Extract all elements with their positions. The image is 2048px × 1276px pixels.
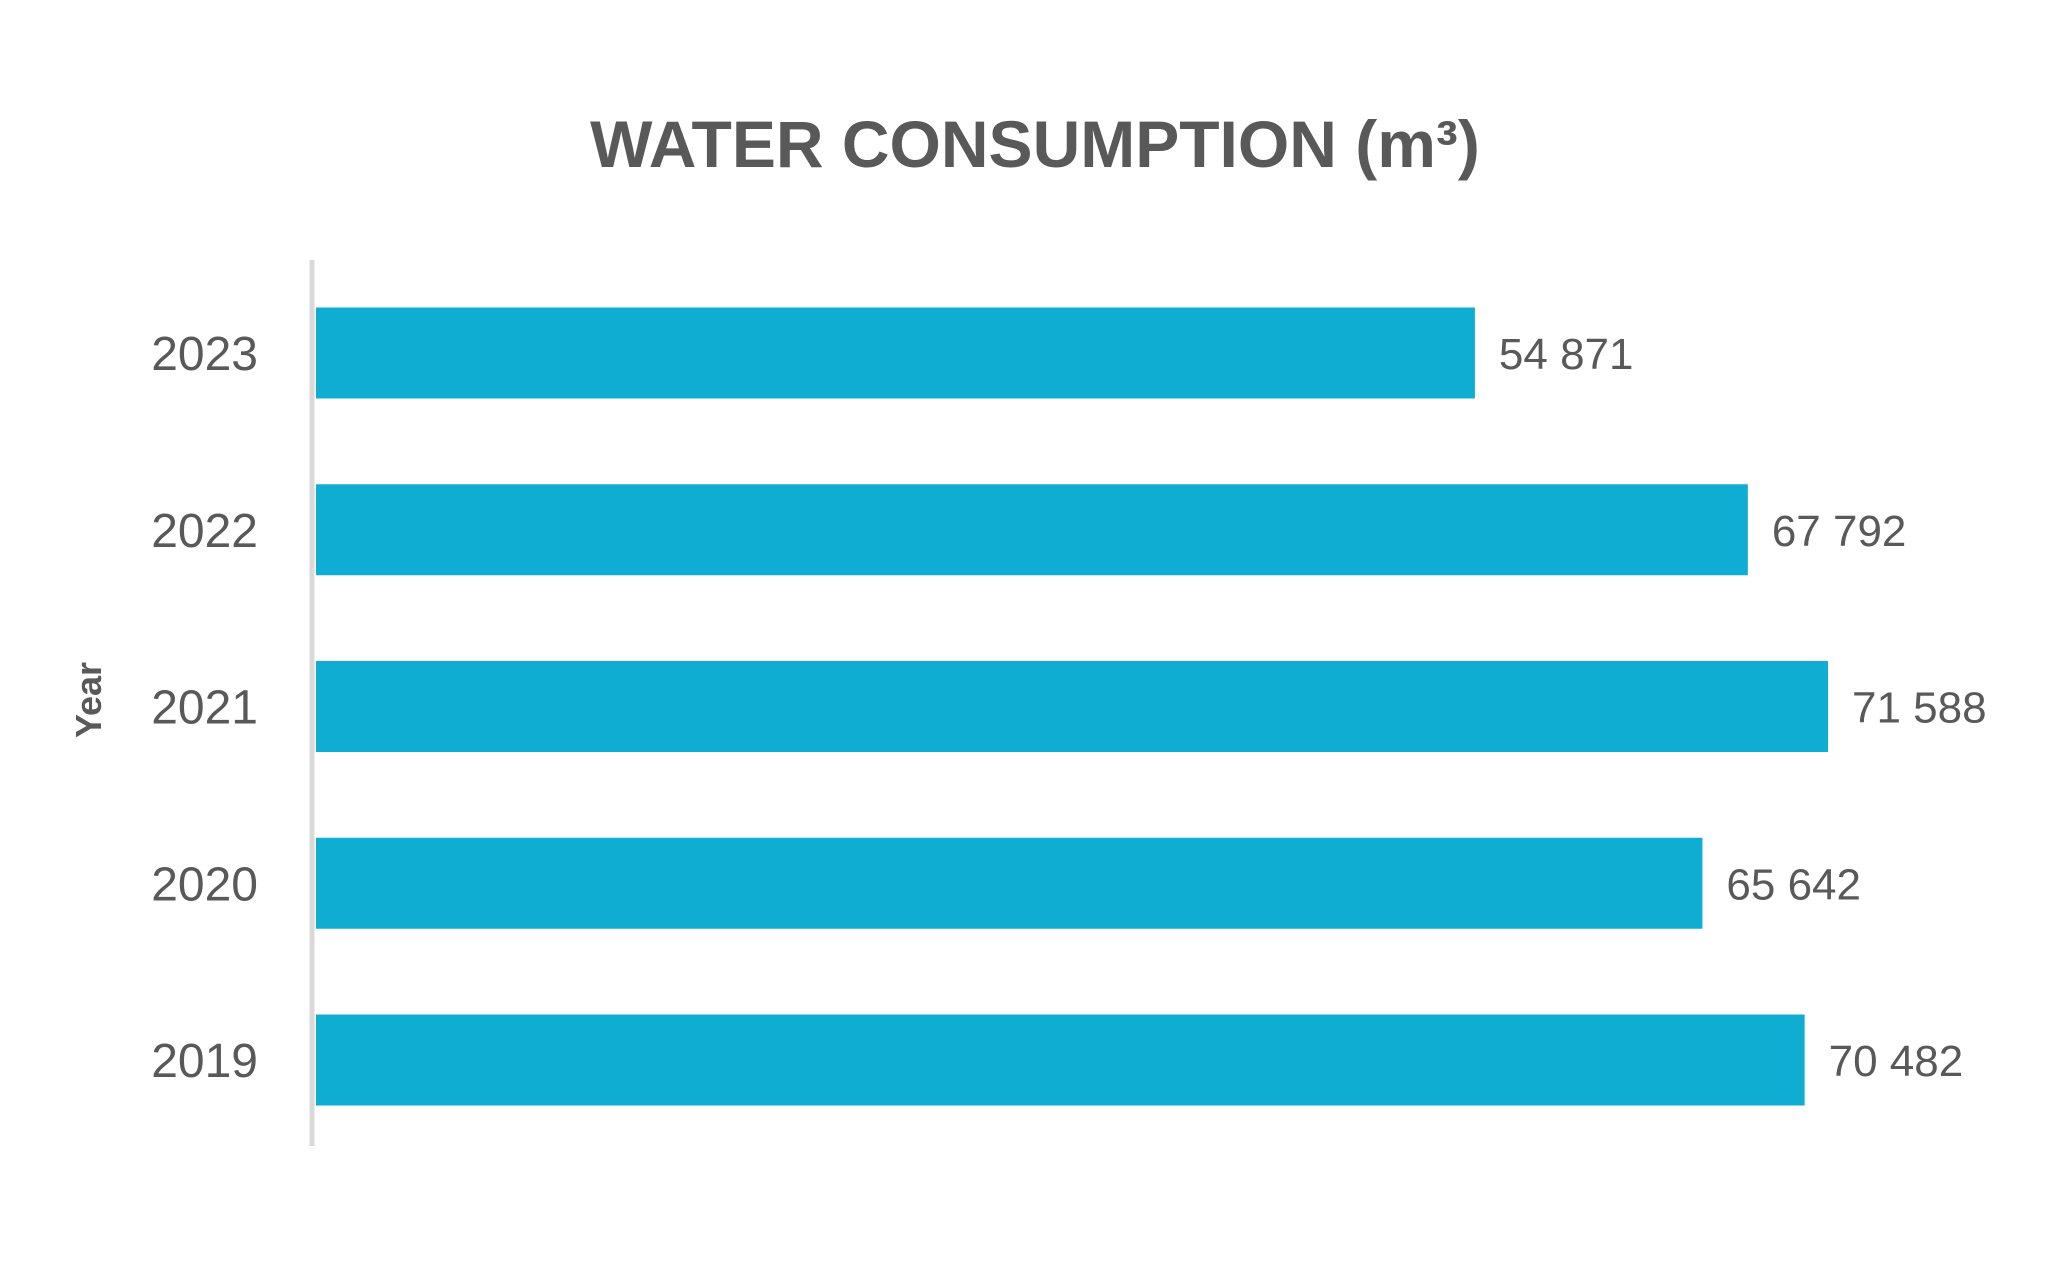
data-label-2022: 67 792	[1772, 507, 1907, 556]
y-axis-label: Year	[68, 662, 109, 738]
chart-title: WATER CONSUMPTION (m³)	[590, 107, 1480, 181]
y-tick-label-2023: 2023	[151, 328, 258, 381]
y-tick-label-2019: 2019	[151, 1035, 258, 1088]
bars-group	[316, 307, 1828, 1106]
data-labels: 54 871 67 792 71 588 65 642 70 482	[1499, 330, 1987, 1086]
bar-2021	[316, 661, 1828, 752]
data-label-2023: 54 871	[1499, 330, 1634, 379]
bar-2022	[316, 484, 1748, 576]
y-tick-label-2022: 2022	[151, 505, 258, 558]
data-label-2019: 70 482	[1829, 1037, 1964, 1086]
y-tick-labels: 2023 2022 2021 2020 2019	[151, 328, 258, 1088]
data-label-2020: 65 642	[1726, 860, 1861, 909]
y-tick-label-2020: 2020	[151, 858, 258, 911]
data-label-2021: 71 588	[1852, 684, 1987, 733]
bar-2019	[316, 1014, 1805, 1106]
bar-2023	[316, 307, 1475, 399]
bar-2020	[316, 837, 1703, 929]
y-tick-label-2021: 2021	[151, 682, 258, 735]
